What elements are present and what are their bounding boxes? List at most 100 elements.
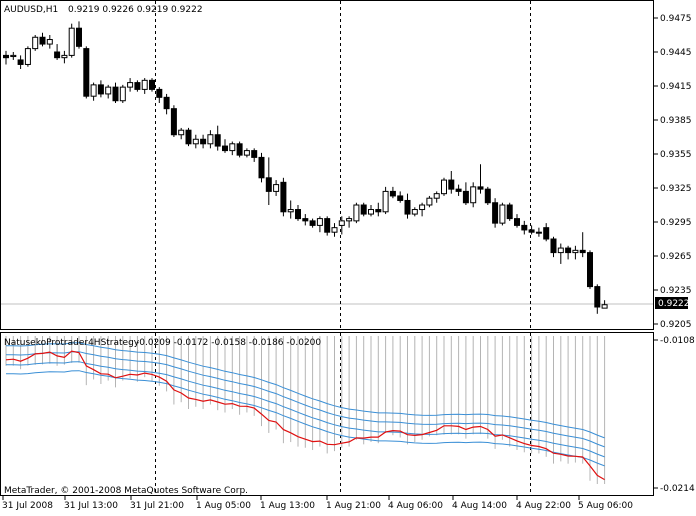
candle-bull[interactable] — [90, 84, 97, 97]
candle-bear[interactable] — [309, 220, 316, 226]
candle-bear[interactable] — [506, 204, 513, 220]
candle-bull[interactable] — [499, 204, 506, 224]
candle-bull[interactable] — [141, 79, 148, 90]
candle-bear[interactable] — [76, 27, 82, 47]
candle-bull[interactable] — [229, 143, 236, 152]
candle-bear[interactable] — [83, 48, 90, 97]
candle-bear[interactable] — [404, 199, 411, 215]
candle-bull[interactable] — [353, 204, 360, 222]
candle-bear[interactable] — [594, 286, 601, 308]
candle-bull[interactable] — [207, 134, 214, 145]
ohlc-values: 0.9219 0.9226 0.9219 0.9222 — [68, 5, 203, 15]
candle-bear[interactable] — [295, 209, 301, 220]
candle-bull[interactable] — [10, 54, 17, 58]
candle-bear[interactable] — [484, 188, 491, 204]
candle-bull[interactable] — [368, 209, 374, 215]
candle-bear[interactable] — [149, 79, 155, 90]
candle-bear[interactable] — [579, 249, 586, 254]
time-axis: 31 Jul 2008 31 Jul 13:00 31 Jul 21:00 1 Aug… — [2, 496, 633, 511]
candle-bear[interactable] — [514, 218, 520, 226]
candle-bear[interactable] — [17, 59, 24, 65]
candle-bear[interactable] — [375, 209, 382, 213]
candle-bull[interactable] — [419, 204, 426, 211]
candle-bull[interactable] — [46, 39, 53, 45]
candle-bull[interactable] — [273, 184, 280, 192]
candle-bear[interactable] — [280, 181, 287, 213]
candles-layer[interactable] — [3, 21, 608, 314]
candle-bull[interactable] — [61, 54, 68, 59]
candle-bull[interactable] — [127, 82, 134, 88]
candle-bear[interactable] — [163, 96, 170, 110]
candle-bear[interactable] — [492, 202, 499, 224]
candle-bull[interactable] — [32, 36, 39, 50]
candle-bull[interactable] — [470, 186, 477, 204]
price-scale[interactable]: 0.9475 0.9445 0.9415 0.9385 0.9355 0.9325 0.92… — [654, 14, 692, 330]
candle-bull[interactable] — [535, 231, 542, 234]
candle-bear[interactable] — [112, 86, 119, 102]
candle-bear[interactable] — [265, 177, 272, 192]
candle-bull[interactable] — [243, 150, 250, 156]
time-axis-label: 5 Aug 06:00 — [578, 501, 633, 511]
main-chart-frame[interactable] — [0, 0, 654, 330]
candle-bear[interactable] — [222, 145, 228, 152]
ind-scale-bottom: -0.0214 — [660, 484, 695, 494]
candle-bull[interactable] — [68, 27, 75, 56]
candle-bear[interactable] — [3, 54, 9, 59]
candle-bear[interactable] — [214, 134, 221, 147]
candle-bull[interactable] — [192, 138, 199, 145]
candle-bear[interactable] — [521, 224, 528, 231]
candle-bull[interactable] — [24, 48, 31, 65]
current-price-label: 0.9222 — [658, 299, 690, 309]
candle-bull[interactable] — [572, 249, 579, 254]
candle-bull[interactable] — [382, 190, 389, 213]
time-axis-label: 31 Jul 13:00 — [64, 501, 118, 511]
candle-bear[interactable] — [455, 188, 462, 192]
candle-bear[interactable] — [360, 204, 367, 215]
candle-bull[interactable] — [331, 227, 338, 233]
candle-bull[interactable] — [411, 209, 418, 215]
candle-bear[interactable] — [200, 138, 207, 145]
candle-bull[interactable] — [316, 218, 323, 226]
candle-bear[interactable] — [185, 129, 192, 145]
candle-bear[interactable] — [156, 88, 163, 98]
candle-bear[interactable] — [97, 84, 104, 95]
candle-bull[interactable] — [287, 209, 294, 213]
candle-bull[interactable] — [105, 86, 112, 95]
candle-bear[interactable] — [54, 51, 61, 59]
time-axis-label: 4 Aug 14:00 — [452, 501, 507, 511]
price-scale-label: 0.9415 — [660, 82, 692, 92]
candle-bull[interactable] — [433, 193, 440, 199]
candle-bull[interactable] — [178, 129, 185, 136]
candle-bull[interactable] — [441, 179, 447, 195]
candle-bear[interactable] — [134, 82, 141, 90]
copyright-text: MetaTrader, © 2001-2008 MetaQuotes Softw… — [4, 486, 248, 496]
candle-bear[interactable] — [258, 156, 265, 179]
candle-bear[interactable] — [236, 143, 243, 156]
candle-bear[interactable] — [565, 247, 572, 254]
candle-bear[interactable] — [397, 195, 404, 201]
candle-bear[interactable] — [170, 108, 177, 136]
candle-bull[interactable] — [119, 86, 126, 102]
candle-bear[interactable] — [324, 218, 331, 233]
candle-bear[interactable] — [448, 179, 455, 190]
time-axis-label: 1 Aug 05:00 — [196, 501, 251, 511]
candle-bear[interactable] — [587, 252, 593, 288]
ind-scale-top: -0.0108 — [660, 336, 695, 346]
candle-bear[interactable] — [550, 238, 557, 254]
candle-bear[interactable] — [528, 229, 535, 233]
candle-bear[interactable] — [462, 190, 469, 204]
symbol-title: AUDUSD,H1 — [4, 5, 58, 15]
candle-bear[interactable] — [389, 190, 396, 197]
time-axis-label: 4 Aug 06:00 — [388, 501, 443, 511]
candle-bear[interactable] — [477, 186, 484, 190]
candle-bear[interactable] — [251, 150, 258, 158]
candle-bear[interactable] — [39, 36, 46, 45]
candle-bear[interactable] — [302, 218, 309, 222]
candle-bull[interactable] — [601, 304, 608, 309]
candle-bull[interactable] — [557, 247, 564, 254]
candle-bear[interactable] — [543, 227, 550, 240]
candle-bull[interactable] — [338, 220, 345, 226]
candle-bull[interactable] — [426, 197, 433, 206]
candle-bull[interactable] — [346, 218, 353, 222]
